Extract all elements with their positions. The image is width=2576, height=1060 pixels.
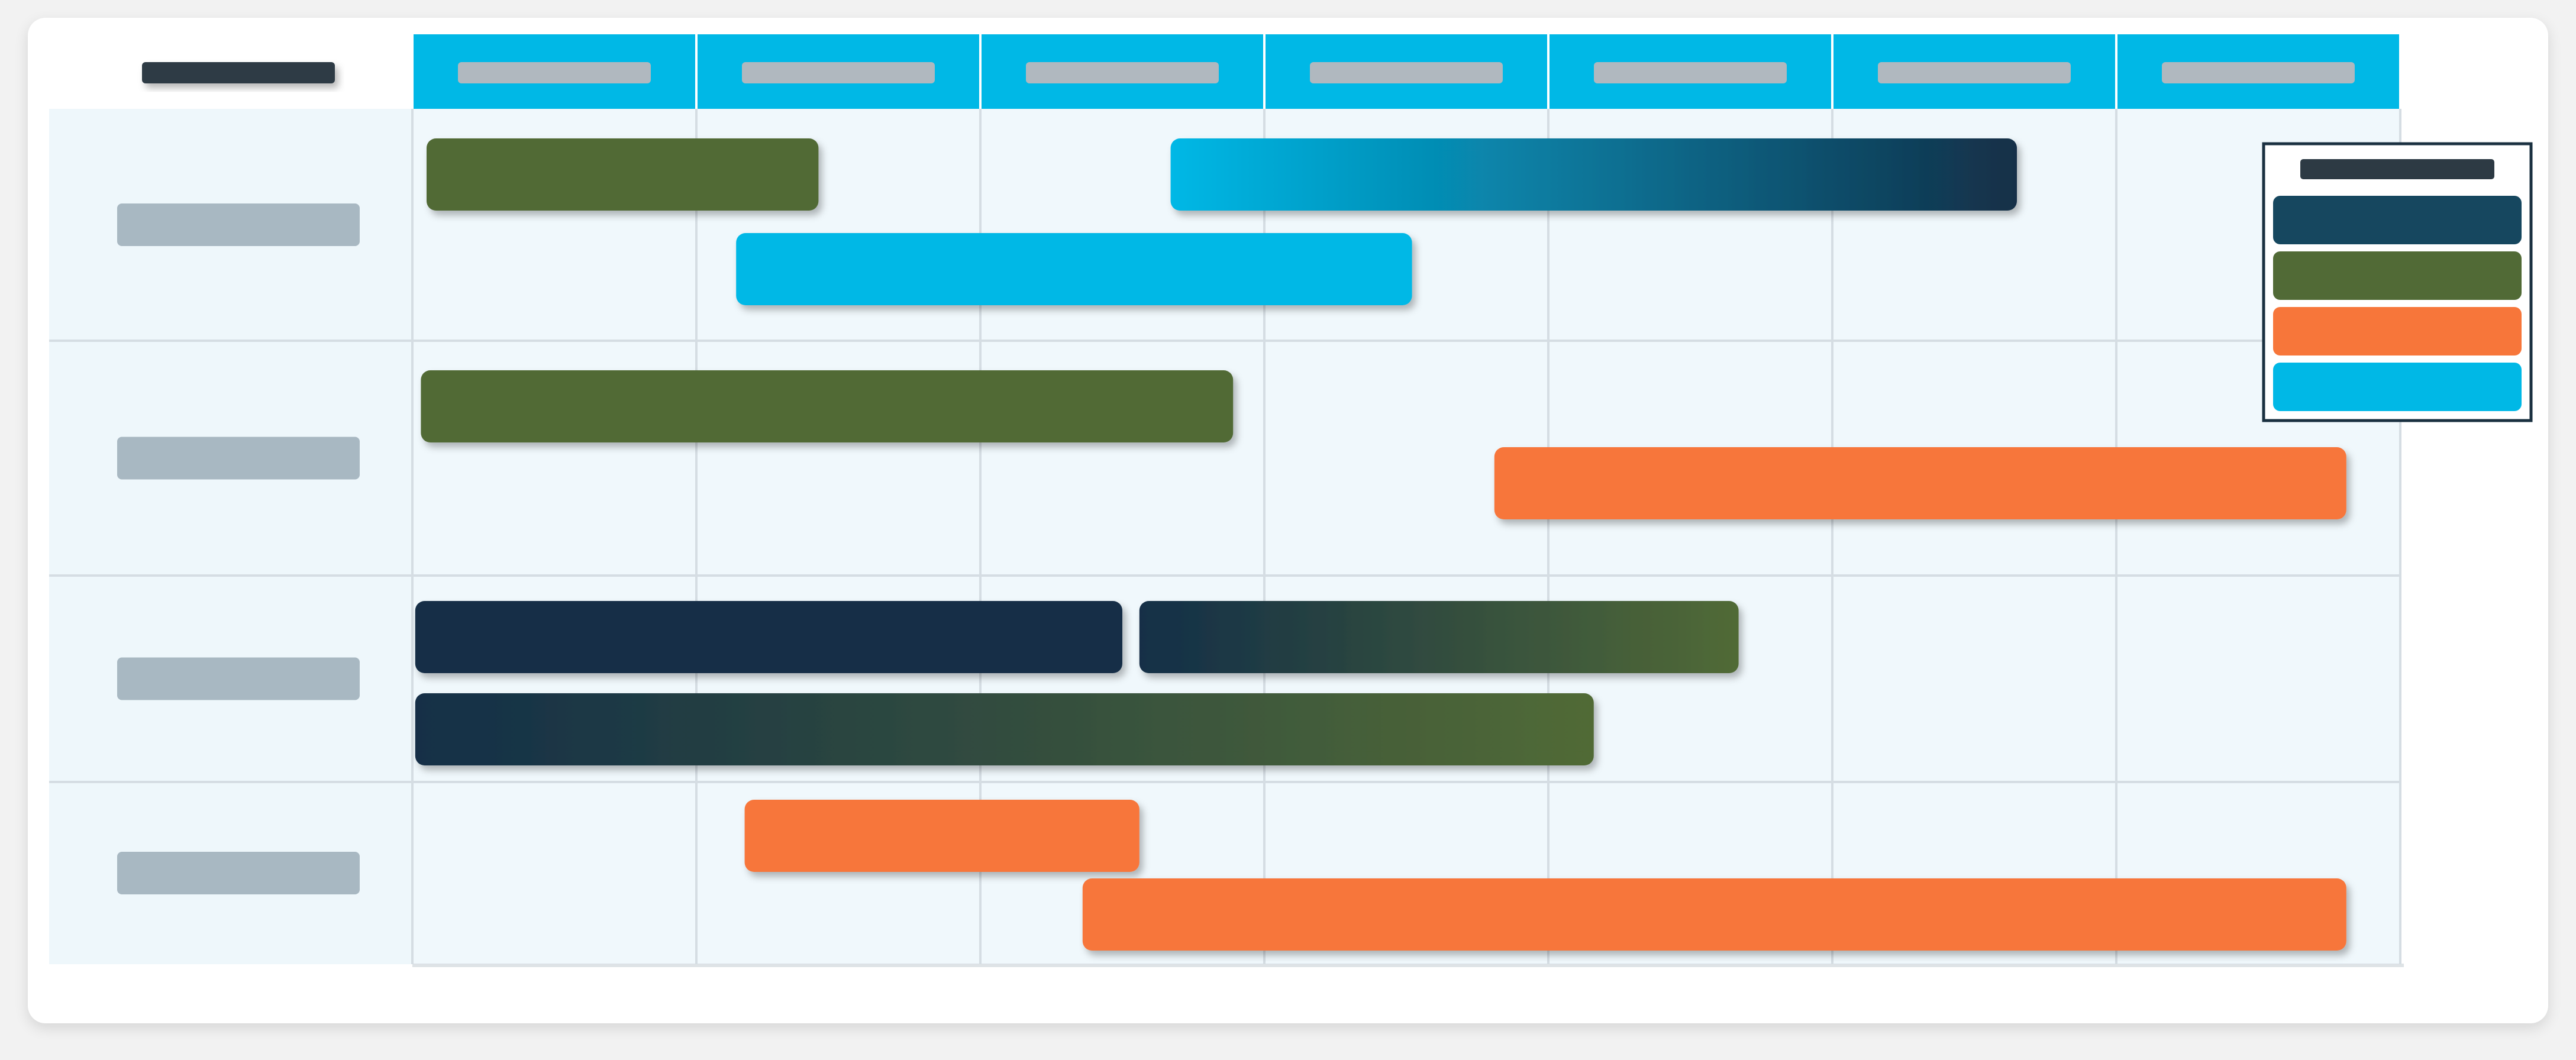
column-header-label-placeholder [1026,62,1219,83]
legend [2262,142,2533,422]
legend-swatch [2273,307,2522,356]
gantt-bar [1082,878,2346,951]
row-label-placeholder [117,852,360,894]
gantt-bar [1170,138,2017,211]
column-header-label-placeholder [1310,62,1503,83]
gantt-bar [1494,447,2346,519]
gantt-bar [421,370,1234,442]
gantt-bar [1139,601,1739,673]
row-label-placeholder [117,203,360,246]
gantt-bar [415,693,1594,765]
row-labels [117,203,360,894]
row-label-placeholder [117,657,360,700]
gantt-bar [736,233,1412,305]
column-header-row [142,34,2399,109]
row-label-placeholder [117,437,360,480]
plot-bottom-shadow [412,964,2404,967]
column-header-label-placeholder [1594,62,1787,83]
legend-swatch [2273,363,2522,411]
column-header-label-placeholder [1878,62,2071,83]
gantt-bar [427,138,819,211]
legend-swatch [2273,251,2522,300]
legend-title-placeholder [2300,159,2494,179]
legend-swatch [2273,196,2522,244]
row-label-column [49,109,412,964]
column-header-label-placeholder [458,62,651,83]
column-header-label-placeholder [742,62,935,83]
bars [415,138,2346,951]
column-header-label-placeholder [2162,62,2355,83]
gantt-bar [744,800,1139,872]
chart-title-placeholder [142,62,335,83]
gantt-bar [415,601,1122,673]
